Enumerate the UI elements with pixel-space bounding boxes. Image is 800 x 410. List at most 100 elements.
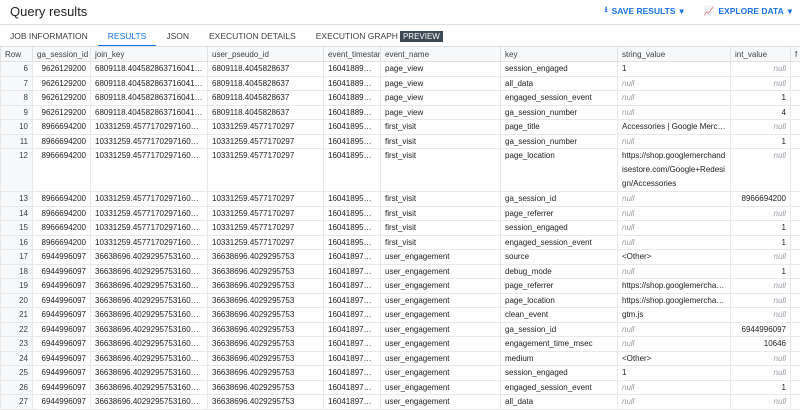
cell-ga_session_id[interactable]: 6944996097 — [33, 293, 91, 308]
cell-user_pseudo_id[interactable]: 10331259.4577170297 — [208, 149, 324, 192]
cell-join_key[interactable]: 36638696.4029295753160418… — [91, 250, 208, 265]
cell-string_value[interactable]: null — [618, 192, 731, 207]
cell-key[interactable]: all_data — [501, 395, 618, 410]
cell-event_timestam[interactable]: 160418893… — [324, 76, 381, 91]
cell-string_value[interactable]: <Other> — [618, 250, 731, 265]
cell-ga_session_id[interactable]: 9626129200 — [33, 76, 91, 91]
cell-key[interactable]: ga_session_id — [501, 322, 618, 337]
cell-Row[interactable]: 10 — [1, 120, 33, 135]
cell-int_value[interactable]: 1 — [731, 235, 791, 250]
cell-key[interactable]: engaged_session_event — [501, 380, 618, 395]
cell-Row[interactable]: 17 — [1, 250, 33, 265]
cell-Row[interactable]: 25 — [1, 366, 33, 381]
tab-job-information[interactable]: JOB INFORMATION — [0, 25, 98, 46]
cell-key[interactable]: page_location — [501, 293, 618, 308]
cell-Row[interactable]: 11 — [1, 134, 33, 149]
cell-string_value[interactable]: 1 — [618, 62, 731, 77]
cell-event_name[interactable]: first_visit — [381, 206, 501, 221]
cell-string_value[interactable]: https://shop.googlemerchandi… — [618, 279, 731, 294]
cell-Row[interactable]: 13 — [1, 192, 33, 207]
cell-string_value[interactable]: null — [618, 91, 731, 106]
cell-Row[interactable]: 22 — [1, 322, 33, 337]
cell-join_key[interactable]: 36638696.4029295753160418… — [91, 351, 208, 366]
tab-json[interactable]: JSON — [156, 25, 199, 46]
cell-string_value[interactable]: null — [618, 134, 731, 149]
cell-string_value[interactable]: null — [618, 206, 731, 221]
cell-int_value[interactable]: null — [731, 62, 791, 77]
cell-user_pseudo_id[interactable]: 36638696.4029295753 — [208, 264, 324, 279]
cell-int_value[interactable]: null — [731, 120, 791, 135]
cell-event_name[interactable]: user_engagement — [381, 293, 501, 308]
cell-Row[interactable]: 23 — [1, 337, 33, 352]
cell-join_key[interactable]: 36638696.4029295753160418… — [91, 279, 208, 294]
cell-ga_session_id[interactable]: 6944996097 — [33, 322, 91, 337]
cell-event_name[interactable]: page_view — [381, 105, 501, 120]
cell-int_value[interactable]: 1 — [731, 221, 791, 236]
cell-user_pseudo_id[interactable]: 36638696.4029295753 — [208, 395, 324, 410]
cell-event_timestam[interactable]: 160418970… — [324, 395, 381, 410]
cell-event_timestam[interactable]: 160418970… — [324, 366, 381, 381]
cell-join_key[interactable]: 36638696.4029295753160418… — [91, 264, 208, 279]
cell-Row[interactable]: 18 — [1, 264, 33, 279]
cell-string_value[interactable]: null — [618, 395, 731, 410]
cell-string_value[interactable]: null — [618, 235, 731, 250]
cell-event_timestam[interactable]: 160418970… — [324, 279, 381, 294]
cell-user_pseudo_id[interactable]: 6809118.4045828637 — [208, 105, 324, 120]
cell-key[interactable]: page_title — [501, 120, 618, 135]
cell-ga_session_id[interactable]: 6944996097 — [33, 395, 91, 410]
cell-key[interactable]: source — [501, 250, 618, 265]
cell-event_name[interactable]: page_view — [381, 62, 501, 77]
cell-string_value[interactable]: null — [618, 337, 731, 352]
cell-Row[interactable]: 27 — [1, 395, 33, 410]
cell-event_timestam[interactable]: 160418970… — [324, 322, 381, 337]
cell-string_value[interactable]: Accessories | Google Merchan… — [618, 120, 731, 135]
cell-int_value[interactable]: 1 — [731, 91, 791, 106]
cell-ga_session_id[interactable]: 9626129200 — [33, 91, 91, 106]
cell-event_name[interactable]: first_visit — [381, 221, 501, 236]
cell-join_key[interactable]: 36638696.4029295753160418… — [91, 380, 208, 395]
cell-user_pseudo_id[interactable]: 10331259.4577170297 — [208, 221, 324, 236]
cell-Row[interactable]: 12 — [1, 149, 33, 192]
cell-join_key[interactable]: 36638696.4029295753160418… — [91, 395, 208, 410]
cell-string_value[interactable]: https://shop.googlemerchandisestore.com/… — [618, 149, 731, 192]
cell-Row[interactable]: 20 — [1, 293, 33, 308]
cell-string_value[interactable]: null — [618, 105, 731, 120]
cell-join_key[interactable]: 10331259.4577170297160418… — [91, 134, 208, 149]
cell-user_pseudo_id[interactable]: 36638696.4029295753 — [208, 366, 324, 381]
cell-event_timestam[interactable]: 160418970… — [324, 308, 381, 323]
column-header-Row[interactable]: Row — [1, 47, 33, 62]
cell-event_timestam[interactable]: 160418893… — [324, 105, 381, 120]
cell-join_key[interactable]: 36638696.4029295753160418… — [91, 337, 208, 352]
save-results-button[interactable]: ⭳SAVE RESULTS▾ — [605, 4, 684, 18]
cell-int_value[interactable]: null — [731, 395, 791, 410]
cell-join_key[interactable]: 6809118.40458286371604188… — [91, 91, 208, 106]
cell-user_pseudo_id[interactable]: 10331259.4577170297 — [208, 192, 324, 207]
cell-user_pseudo_id[interactable]: 36638696.4029295753 — [208, 380, 324, 395]
cell-user_pseudo_id[interactable]: 10331259.4577170297 — [208, 134, 324, 149]
cell-ga_session_id[interactable]: 8966694200 — [33, 192, 91, 207]
tab-execution-details[interactable]: EXECUTION DETAILS — [199, 25, 306, 46]
cell-event_timestam[interactable]: 160418958… — [324, 206, 381, 221]
cell-Row[interactable]: 24 — [1, 351, 33, 366]
column-header-int_value[interactable]: int_value — [731, 47, 791, 62]
cell-key[interactable]: engaged_session_event — [501, 91, 618, 106]
cell-event_name[interactable]: user_engagement — [381, 395, 501, 410]
cell-user_pseudo_id[interactable]: 6809118.4045828637 — [208, 62, 324, 77]
cell-ga_session_id[interactable]: 6944996097 — [33, 250, 91, 265]
cell-join_key[interactable]: 36638696.4029295753160418… — [91, 308, 208, 323]
column-header-string_value[interactable]: string_value — [618, 47, 731, 62]
cell-key[interactable]: medium — [501, 351, 618, 366]
cell-int_value[interactable]: 8966694200 — [731, 192, 791, 207]
cell-Row[interactable]: 16 — [1, 235, 33, 250]
cell-join_key[interactable]: 36638696.4029295753160418… — [91, 322, 208, 337]
cell-int_value[interactable]: null — [731, 76, 791, 91]
cell-event_timestam[interactable]: 160418958… — [324, 134, 381, 149]
cell-event_name[interactable]: page_view — [381, 91, 501, 106]
cell-ga_session_id[interactable]: 6944996097 — [33, 337, 91, 352]
cell-int_value[interactable]: null — [731, 308, 791, 323]
cell-join_key[interactable]: 6809118.40458286371604188… — [91, 62, 208, 77]
cell-ga_session_id[interactable]: 6944996097 — [33, 380, 91, 395]
cell-key[interactable]: engagement_time_msec — [501, 337, 618, 352]
cell-string_value[interactable]: null — [618, 322, 731, 337]
